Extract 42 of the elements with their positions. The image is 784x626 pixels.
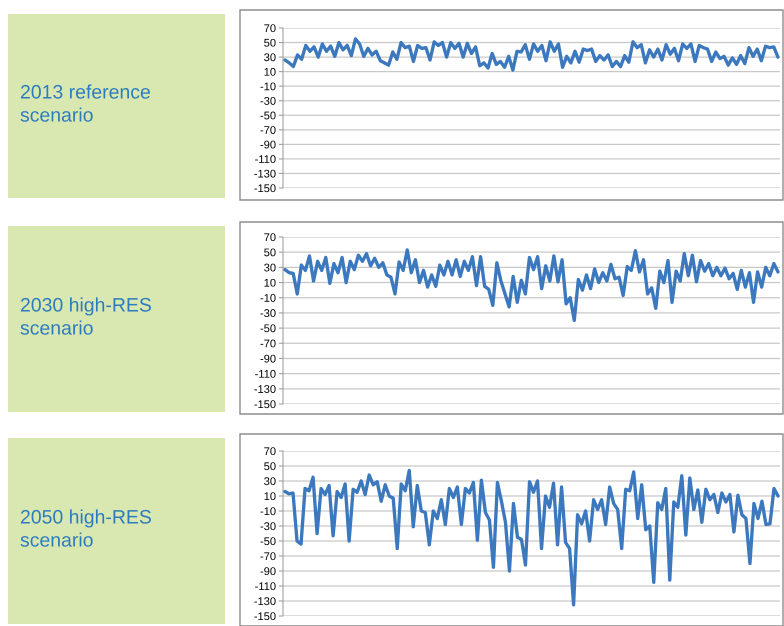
y-tick-label: 50 [264,38,276,47]
y-tick-label: -90 [260,567,276,576]
y-tick-label: 50 [264,248,276,256]
y-tick-label: -70 [260,340,276,348]
y-tick-label: -70 [260,552,276,560]
y-tick-label: 30 [264,477,276,486]
y-tick-label: -10 [260,294,276,302]
y-tick-label: -130 [254,385,276,393]
line-series [283,468,780,606]
text: 2050 high-RES scenario [20,509,151,547]
y-tick-label: -10 [260,82,276,90]
y-tick-label: 70 [264,233,276,242]
y-tick-label: -110 [255,370,276,378]
y-tick-label: 70 [264,24,276,32]
y-tick-label: 30 [264,264,276,272]
text: 2013 reference scenario [20,84,150,122]
y-tick-label: -70 [260,126,276,134]
y-tick-label: 70 [264,447,276,456]
y-tick-label: -130 [254,597,276,606]
y-tick-label: -110 [255,582,276,590]
y-tick-label: -150 [254,400,276,408]
y-tick-label: -90 [260,140,276,148]
y-tick-label: -90 [260,354,276,363]
y-tick-label: 10 [264,278,276,287]
y-tick-label: -30 [260,96,276,105]
y-tick-label: -50 [260,112,276,120]
y-tick-label: -110 [255,155,276,164]
y-tick-label: -30 [260,522,276,530]
y-tick-label: 30 [264,53,276,62]
y-tick-label: -30 [260,309,276,318]
y-tick-label: 10 [264,492,276,500]
y-tick-label: -50 [260,537,276,546]
y-tick-label: -50 [260,324,276,332]
line-series [283,37,780,72]
y-tick-label: 50 [264,462,276,470]
y-tick-label: -10 [260,507,276,516]
text: 2030 high-RES scenario [20,297,151,335]
y-tick-label: -150 [254,184,276,192]
y-tick-label: -150 [254,612,276,620]
y-tick-label: 10 [264,68,276,76]
line-series [283,248,780,322]
y-tick-label: -130 [254,170,276,178]
